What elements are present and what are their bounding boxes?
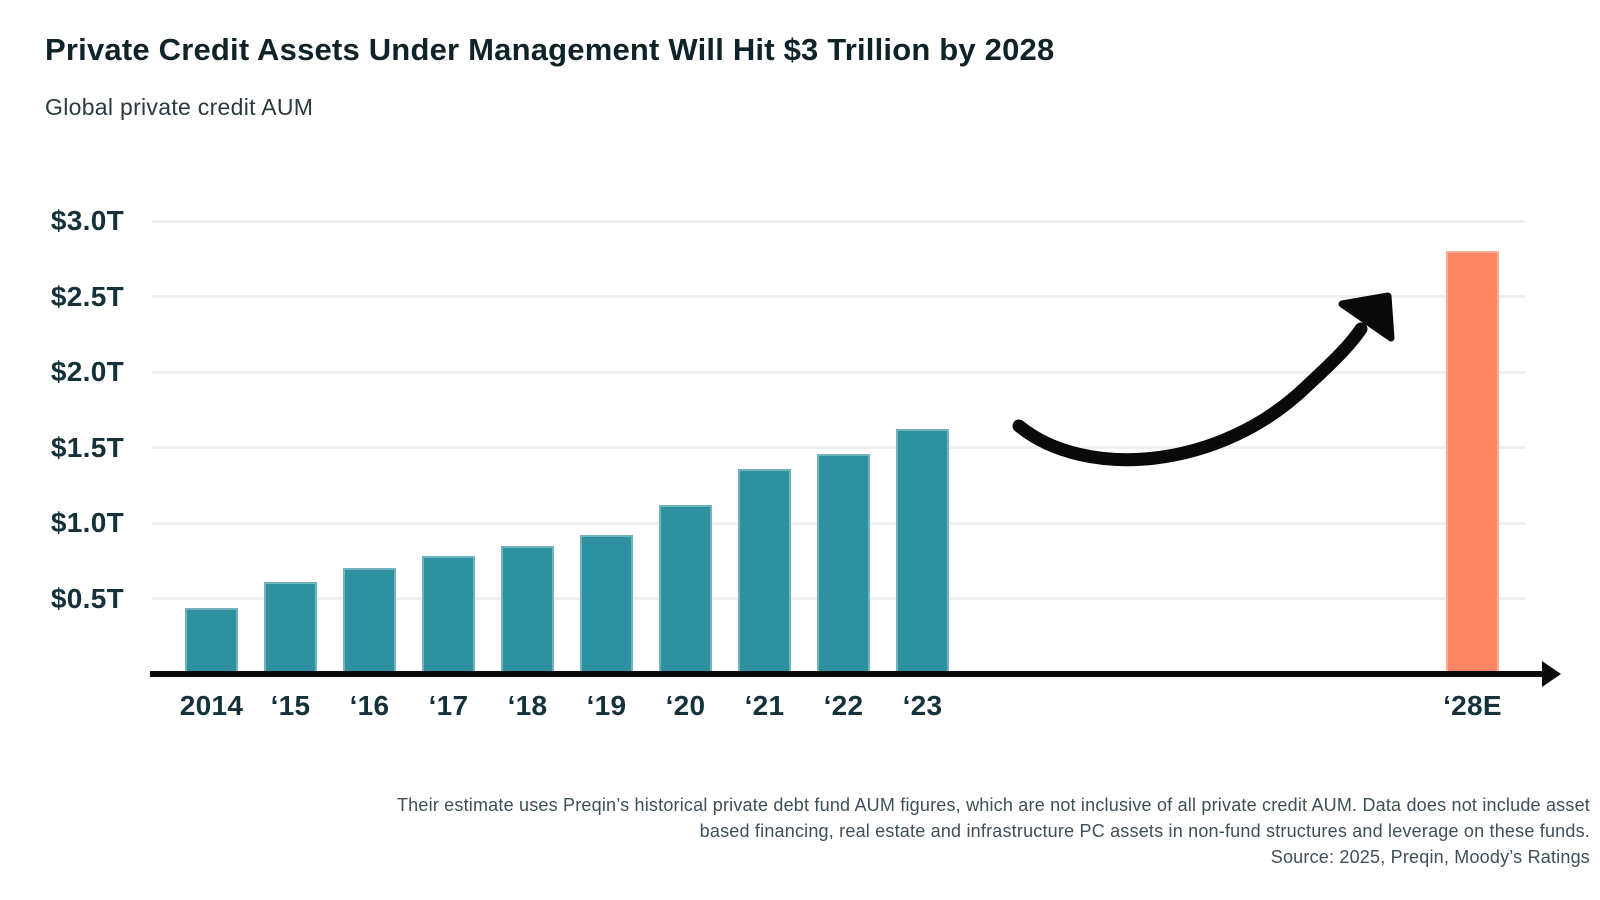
bar-column-‘15: ‘15 — [264, 221, 317, 721]
bars: 2014 ‘15 ‘16 ‘17 ‘18 ‘19 ‘20 ‘21 ‘22 ‘23 ‘28E — [150, 221, 1530, 721]
x-tick-label-‘15: ‘15 — [270, 690, 311, 721]
footnote-line-2: based financing, real estate and infrast… — [699, 821, 1590, 841]
x-tick-label-‘16: ‘16 — [349, 690, 390, 721]
bar-‘17 — [422, 556, 475, 674]
plot-area: 2014 ‘15 ‘16 ‘17 ‘18 ‘19 ‘20 ‘21 ‘22 ‘23 ‘28E — [150, 219, 1530, 721]
bar-2014 — [185, 607, 238, 674]
bar-‘15 — [264, 581, 317, 674]
gridline-$3.0T — [152, 219, 1525, 223]
footnote-line-1: Their estimate uses Preqin’s historical … — [396, 795, 1590, 815]
trend-arrow — [1012, 292, 1395, 467]
chart-subtitle: Global private credit AUM — [45, 94, 314, 120]
bar-‘19 — [580, 535, 633, 674]
x-tick-label-‘21: ‘21 — [744, 690, 785, 721]
bar-‘18 — [501, 545, 554, 674]
bar-‘16 — [343, 568, 396, 674]
bar-column-‘20: ‘20 — [659, 221, 712, 721]
bar-‘21 — [738, 468, 791, 674]
x-tick-label-‘17: ‘17 — [428, 690, 469, 721]
gridline-$2.5T — [152, 295, 1525, 298]
y-tick-label-$3.0T: $3.0T — [50, 205, 124, 236]
y-tick-label-$2.0T: $2.0T — [50, 356, 124, 388]
chart-title: Private Credit Assets Under Management W… — [45, 32, 1055, 67]
x-axis-arrowhead-icon — [1542, 661, 1561, 687]
footnote-line-3: Source: 2025, Preqin, Moody’s Ratings — [1270, 847, 1590, 867]
bar-‘20 — [659, 504, 712, 674]
y-tick-label-$0.5T: $0.5T — [50, 582, 124, 614]
bar-column-‘16: ‘16 — [343, 221, 396, 721]
bar-column-‘19: ‘19 — [580, 221, 633, 721]
y-axis-labels: $0.5T $1.0T $1.5T $2.0T $2.5T $3.0T — [38, 206, 124, 674]
bar-column-‘21: ‘21 — [738, 221, 791, 721]
x-tick-label-‘20: ‘20 — [665, 690, 706, 721]
x-tick-label-‘22: ‘22 — [823, 690, 864, 721]
bar-column-‘28E: ‘28E — [1443, 221, 1502, 721]
y-tick-label-$2.5T: $2.5T — [50, 280, 124, 312]
bar-column-‘22: ‘22 — [817, 221, 870, 721]
bar-‘22 — [817, 453, 870, 674]
trend-arrow-head — [1338, 292, 1395, 342]
x-tick-label-2014: 2014 — [179, 690, 244, 721]
bar-‘23 — [896, 429, 949, 674]
bar-column-‘18: ‘18 — [501, 221, 554, 721]
x-tick-label-‘23: ‘23 — [902, 690, 943, 721]
x-axis-line — [150, 671, 1544, 677]
x-tick-label-‘19: ‘19 — [586, 690, 627, 721]
y-tick-label-$1.0T: $1.0T — [50, 507, 124, 539]
bar-‘28E — [1446, 251, 1499, 674]
footnote: Their estimate uses Preqin’s historical … — [397, 792, 1590, 870]
trend-arrow-curve — [1012, 322, 1368, 467]
x-tick-label-‘28E: ‘28E — [1443, 690, 1502, 721]
bar-column-‘17: ‘17 — [422, 221, 475, 721]
bar-column-2014: 2014 — [180, 221, 243, 721]
y-tick-label-$1.5T: $1.5T — [50, 431, 124, 463]
gridline-$2.0T — [152, 370, 1525, 374]
x-tick-label-‘18: ‘18 — [507, 690, 548, 721]
gridline-$1.5T — [152, 446, 1525, 449]
bar-column-‘23: ‘23 — [896, 221, 949, 721]
